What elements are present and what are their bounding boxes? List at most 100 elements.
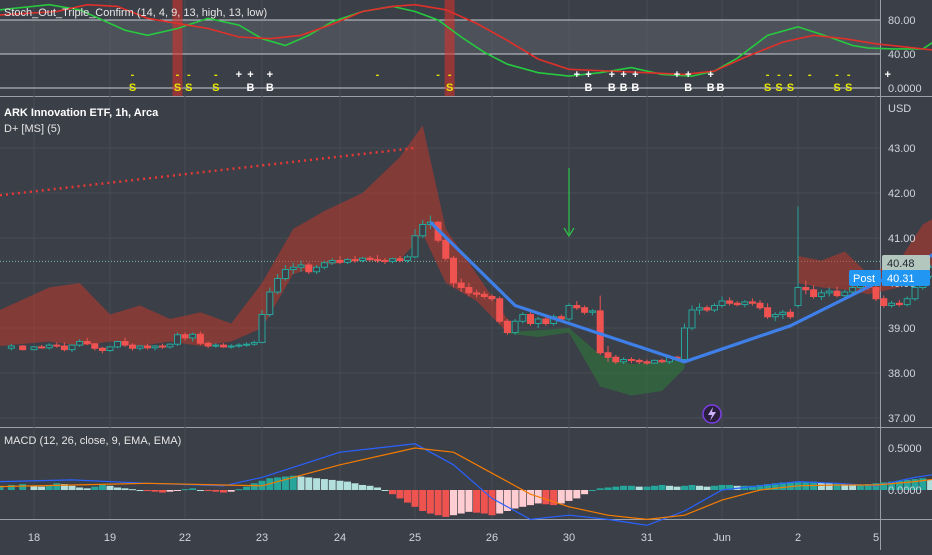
x-tick-label: 2	[795, 532, 801, 544]
candle-up	[588, 310, 596, 313]
post-price-bg	[882, 270, 930, 286]
lightning-glyph	[708, 407, 716, 421]
signal-sign: -	[376, 69, 380, 81]
candle-down	[880, 298, 888, 306]
signal-letter: S	[845, 82, 852, 94]
price-pane[interactable]	[0, 125, 932, 396]
candle-down	[159, 345, 166, 348]
macd-histogram-bar	[60, 484, 68, 490]
candle-down	[83, 341, 91, 345]
macd-histogram-bar	[841, 484, 849, 490]
candle-up	[411, 235, 419, 258]
candle-down	[129, 344, 136, 349]
candle-down	[91, 343, 99, 349]
macd-histogram-bar	[465, 490, 473, 512]
macd-histogram-bar	[673, 486, 681, 490]
candle-down	[604, 352, 612, 358]
candle-up	[779, 311, 787, 315]
macd-histogram-bar	[250, 483, 258, 490]
price-y-tick: 39.00	[888, 323, 916, 335]
candle-up	[45, 344, 53, 349]
macd-histogram-bar	[703, 486, 711, 490]
signal-letter: S	[446, 82, 453, 94]
macd-histogram-bar	[305, 477, 313, 490]
macd-histogram-bar	[542, 490, 550, 505]
candle-up	[771, 314, 779, 318]
macd-pane[interactable]	[0, 443, 932, 526]
symbol-title[interactable]: ARK Innovation ETF, 1h, Arca	[4, 107, 159, 119]
candle-down	[810, 289, 818, 297]
signal-sign: -	[214, 69, 218, 81]
candle-down	[19, 345, 27, 351]
macd-histogram-bar	[748, 485, 756, 490]
signal-sign: -	[789, 69, 793, 81]
signal-letter: S	[129, 82, 136, 94]
candle-down	[305, 264, 313, 273]
x-tick-label: 18	[28, 532, 40, 544]
x-tick-label: 22	[179, 532, 191, 544]
macd-histogram-bar	[38, 486, 46, 490]
candle-up	[250, 341, 258, 345]
macd-histogram-bar	[565, 490, 573, 501]
macd-histogram-bar	[457, 490, 465, 514]
candle-down	[181, 334, 189, 339]
macd-histogram-bar	[114, 487, 121, 490]
last-price-badge-bg	[882, 255, 930, 271]
stoch-pane[interactable]: -S-S-S-S+ +B+B- - -S+ +B+B+B+B+ +B+B B-S-S-S- -…	[0, 0, 932, 96]
signal-letter: S	[174, 82, 181, 94]
candle-up	[289, 266, 297, 270]
candle-up	[841, 291, 849, 297]
candle-down	[442, 239, 450, 259]
price-y-tick: 38.00	[888, 368, 916, 380]
candle-up	[681, 327, 688, 360]
macd-histogram-bar	[30, 485, 38, 490]
macd-histogram-bar	[281, 476, 289, 490]
stoch-legend[interactable]: Stoch_Out_Triple_Confirm (14, 4, 9, 13, …	[4, 7, 267, 19]
candle-up	[328, 260, 336, 264]
macd-histogram-bar	[527, 490, 534, 506]
signal-letter: B	[620, 82, 628, 94]
last-price-value: 40.48	[887, 258, 915, 270]
candle-down	[53, 344, 61, 347]
signal-highlight-column	[172, 0, 183, 96]
indicator-legend[interactable]: D+ [MS] (5)	[4, 123, 61, 135]
price-y-tick: 42.00	[888, 188, 916, 200]
macd-histogram-bar	[243, 486, 251, 490]
candle-up	[189, 333, 197, 339]
last-price-badge[interactable]: 40.48	[882, 255, 930, 271]
macd-legend[interactable]: MACD (12, 26, close, 9, EMA, EMA)	[4, 435, 181, 447]
lightning-icon[interactable]	[702, 404, 722, 424]
candle-down	[366, 257, 374, 261]
candle-down	[480, 293, 488, 297]
macd-histogram-bar	[864, 484, 872, 490]
candle-down	[573, 305, 581, 309]
signal-letter: B	[585, 82, 593, 94]
candle-up	[266, 291, 274, 315]
macd-histogram-bar	[756, 484, 764, 490]
signal-sign: +	[574, 69, 580, 81]
candle-up	[711, 305, 718, 311]
macd-histogram-bar	[573, 490, 581, 499]
signal-letter: S	[787, 82, 794, 94]
macd-histogram-bar	[627, 485, 635, 490]
macd-histogram-bar	[212, 490, 220, 492]
candle-down	[220, 344, 227, 348]
currency-label[interactable]: USD	[888, 103, 911, 115]
post-market-badge[interactable]: Post 40.31	[849, 270, 930, 286]
macd-histogram-bar	[779, 482, 787, 490]
signal-sign: +	[236, 69, 242, 81]
x-tick-label: 23	[256, 532, 268, 544]
macd-histogram-bar	[68, 485, 76, 490]
macd-histogram-bar	[480, 490, 488, 514]
macd-histogram-bar	[83, 488, 91, 490]
macd-histogram-bar	[404, 490, 411, 503]
signal-sign: +	[884, 69, 890, 81]
price-y-tick: 37.00	[888, 413, 916, 425]
price-y-tick: 41.00	[888, 233, 916, 245]
candle-down	[473, 292, 481, 295]
x-tick-label: Jun	[713, 532, 731, 544]
candle-down	[488, 296, 496, 300]
candle-up	[888, 302, 896, 306]
candle-down	[733, 302, 741, 306]
